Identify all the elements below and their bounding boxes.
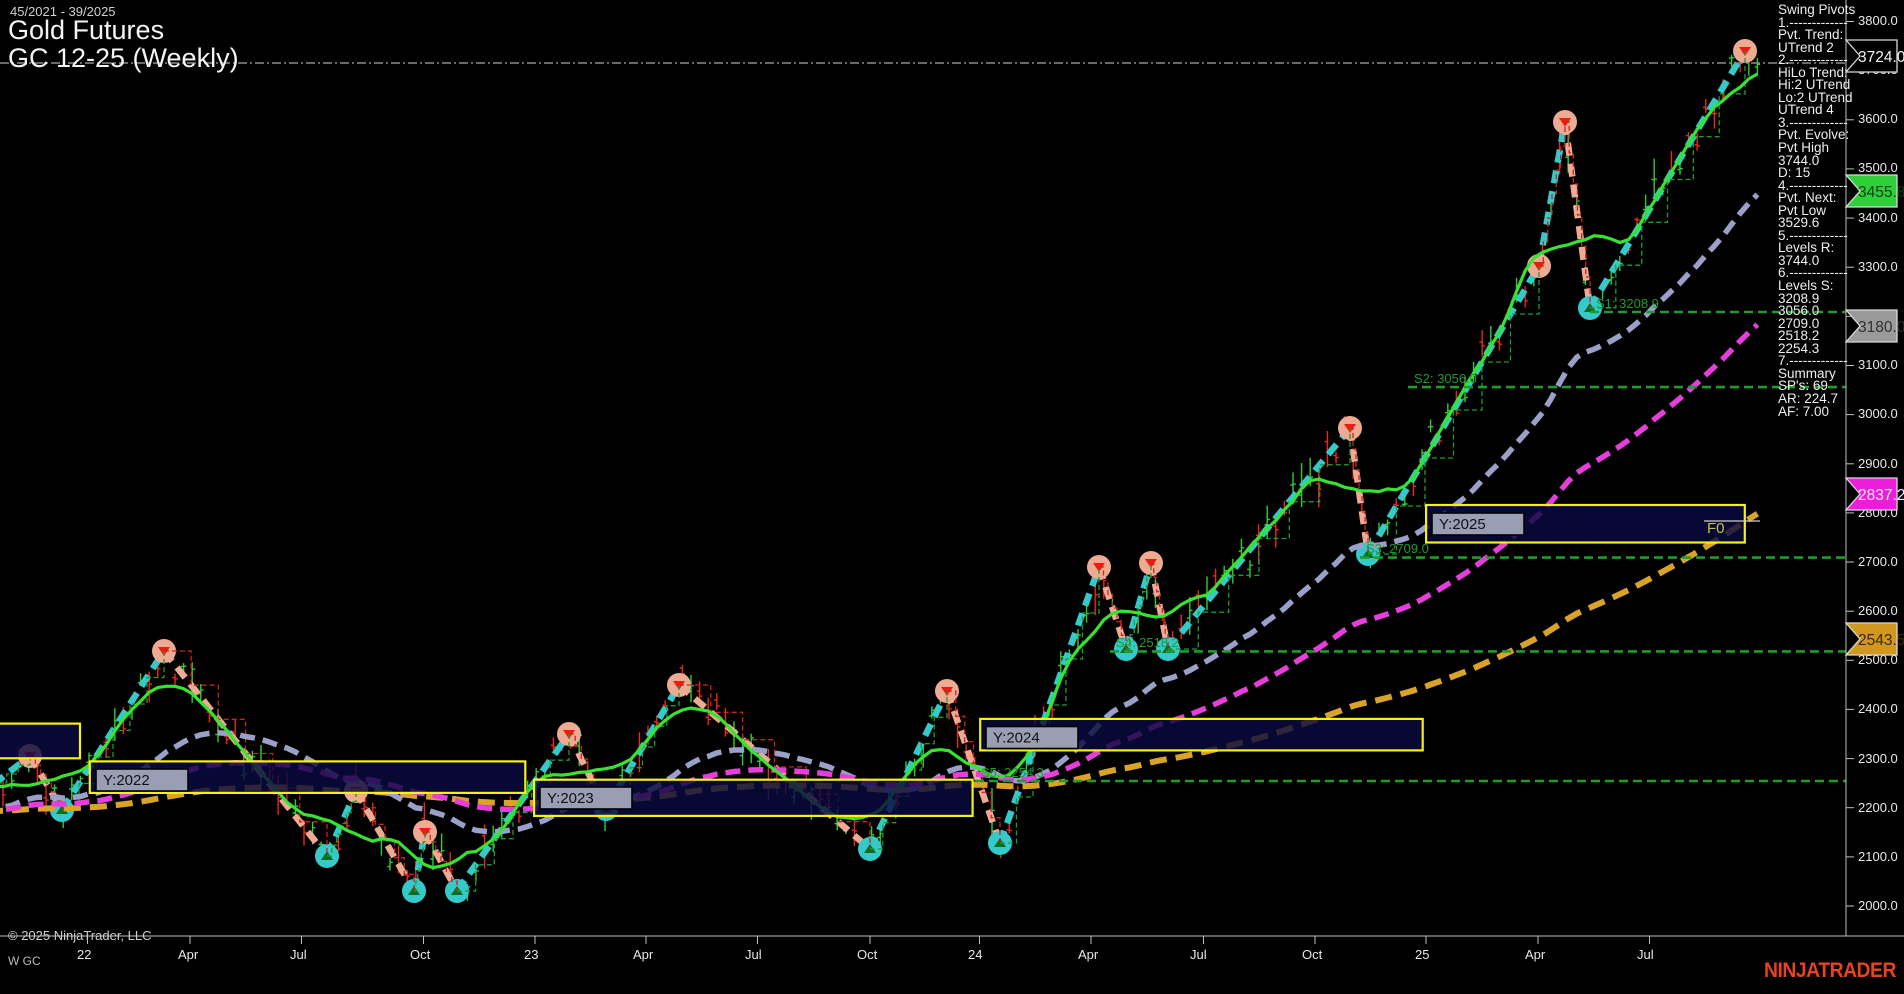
svg-text:Y:2024: Y:2024: [993, 730, 1040, 747]
svg-text:S2: 3056.0: S2: 3056.0: [1414, 371, 1477, 386]
svg-text:Y:2025: Y:2025: [1439, 516, 1486, 533]
svg-text:Y:2023: Y:2023: [547, 790, 594, 807]
svg-text:S5: 2254.3: S5: 2254.3: [981, 765, 1044, 780]
svg-text:F0: F0: [1707, 520, 1725, 537]
svg-text:S3: 2709.0: S3: 2709.0: [1366, 541, 1429, 556]
svg-text:Y:2022: Y:2022: [103, 772, 150, 789]
svg-text:S4: 2518.2: S4: 2518.2: [1116, 635, 1179, 650]
svg-text:S1: 3208.9: S1: 3208.9: [1596, 296, 1659, 311]
